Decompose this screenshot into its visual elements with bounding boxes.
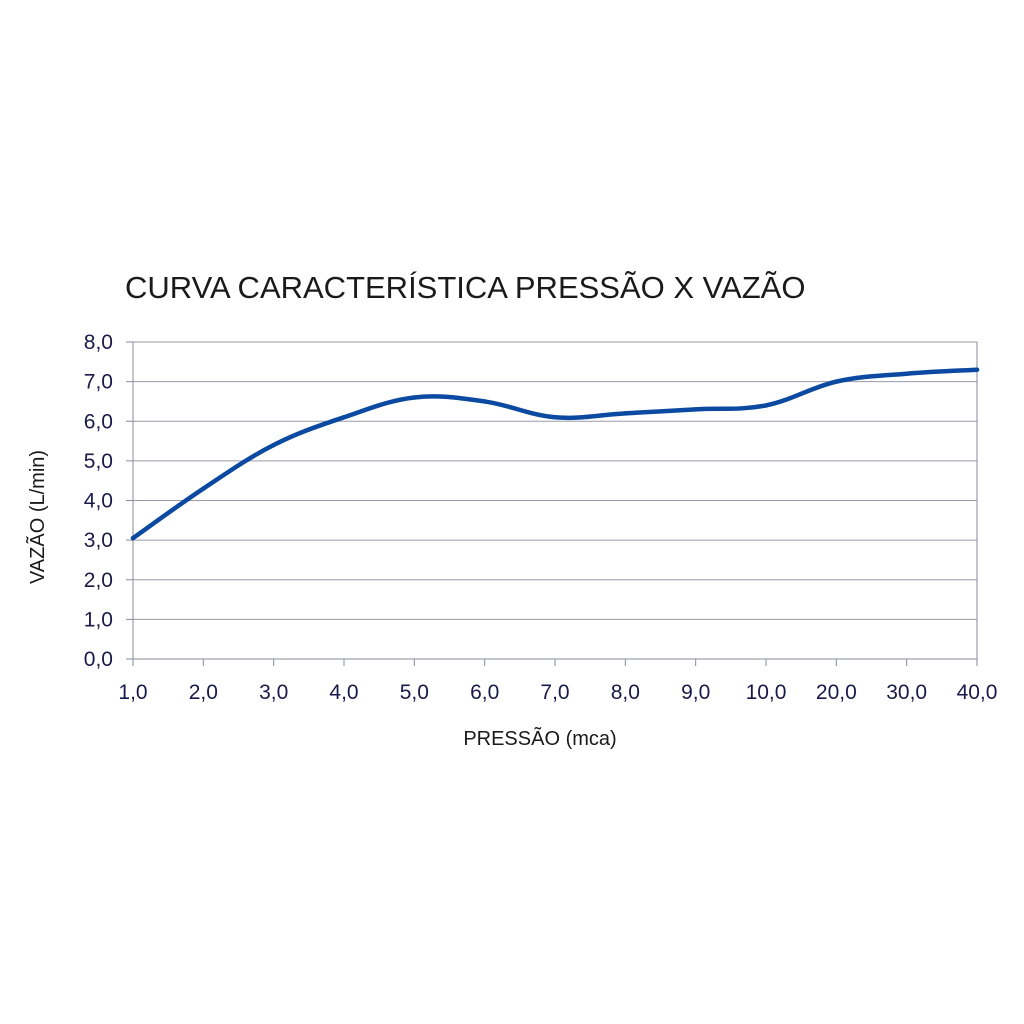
x-tick-label: 2,0 [189,681,218,704]
series-line [130,367,980,541]
data-point [482,399,487,404]
x-tick-label: 6,0 [470,681,499,704]
x-tick-label: 40,0 [957,681,998,704]
y-tick-label: 8,0 [84,331,113,354]
x-tick-labels: 1,0 2,0 3,0 4,0 5,0 6,0 7,0 8,0 9,0 10,0 20,0 30,0 4… [118,681,997,704]
gridlines [133,341,977,620]
x-tick-label: 5,0 [400,681,429,704]
x-axis-title: PRESSÃO (mca) [463,726,616,750]
x-tick-label: 1,0 [118,681,147,704]
data-point [763,403,769,408]
data-point [552,415,558,420]
y-tick-label: 3,0 [84,529,113,552]
x-tick-label: 3,0 [259,681,288,704]
axes [126,341,978,666]
x-tick-label: 9,0 [681,681,710,704]
x-tick-label: 10,0 [746,681,787,704]
data-point [341,415,347,420]
y-tick-label: 7,0 [84,371,113,394]
data-point [623,411,628,416]
y-tick-label: 6,0 [84,410,113,433]
y-tick-label: 1,0 [84,608,113,631]
data-point [271,442,276,448]
y-axis-title: VAZÃO (L/min) [25,450,49,584]
y-tick-label: 2,0 [84,569,113,592]
data-point [904,371,909,376]
series-layer [130,367,980,541]
y-tick-label: 0,0 [84,648,113,671]
data-point [974,367,980,372]
data-point [834,379,839,384]
data-point [130,535,136,541]
y-tick-label: 5,0 [84,450,113,473]
data-point [412,395,417,400]
chart-title: CURVA CARACTERÍSTICA PRESSÃO X VAZÃO [125,270,805,305]
x-tick-label: 7,0 [540,681,569,704]
data-point [201,486,206,491]
x-tick-label: 8,0 [611,681,640,704]
x-tick-label: 20,0 [816,681,857,704]
y-tick-label: 4,0 [84,490,113,513]
x-tick-label: 30,0 [886,681,927,704]
x-tick-label: 4,0 [329,681,358,704]
data-point [693,407,698,412]
y-tick-labels: 0,0 1,0 2,0 3,0 4,0 5,0 6,0 7,0 8,0 [84,331,113,671]
